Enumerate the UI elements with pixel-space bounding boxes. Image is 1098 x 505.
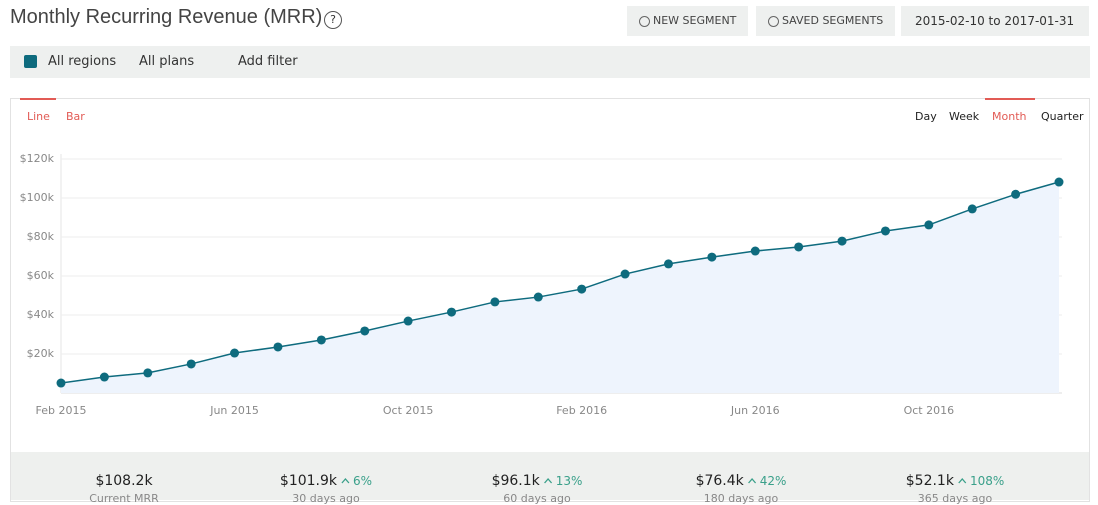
- region-swatch: [24, 55, 37, 68]
- stat-change: 13%: [544, 474, 583, 488]
- stat-value: $96.1k 13%: [492, 473, 583, 489]
- stat-change: 108%: [958, 474, 1004, 488]
- point: [794, 242, 804, 252]
- point: [403, 316, 413, 326]
- stat-label: 60 days ago: [503, 492, 571, 505]
- stat-value: $108.2k: [95, 473, 152, 489]
- point: [273, 342, 283, 352]
- week-tab[interactable]: Week: [949, 110, 980, 123]
- stat-amount: $108.2k: [95, 473, 153, 489]
- date-range[interactable]: 2015-02-10 to 2017-01-31: [901, 6, 1089, 36]
- stat-change: 6%: [341, 474, 372, 488]
- point: [967, 204, 977, 214]
- point: [1011, 189, 1021, 199]
- point: [186, 359, 196, 369]
- y-tick-label: $100k: [20, 191, 55, 204]
- point: [230, 348, 240, 358]
- quarter-tab[interactable]: Quarter: [1041, 110, 1084, 123]
- point: [663, 259, 673, 269]
- y-tick-label: $120k: [20, 152, 55, 165]
- chart: $20k $40k $60k $80k $100k $120k Feb 2015 Jun 20…: [20, 152, 1064, 417]
- stat-change-text: 13%: [555, 474, 583, 488]
- point: [707, 252, 717, 262]
- point: [750, 246, 760, 256]
- stats-bar: [11, 452, 1089, 500]
- point: [316, 335, 326, 345]
- point: [1054, 177, 1064, 187]
- up-caret: [958, 478, 967, 484]
- stat-label: 30 days ago: [292, 492, 360, 505]
- region-filter[interactable]: All regions: [48, 54, 117, 69]
- x-tick-label: Jun 2016: [730, 404, 780, 417]
- point: [99, 372, 109, 382]
- point: [620, 269, 630, 279]
- x-tick-label: Jun 2015: [209, 404, 259, 417]
- up-caret: [544, 478, 553, 484]
- y-tick-label: $80k: [27, 230, 55, 243]
- point: [837, 236, 847, 246]
- filter-bar: All regions All plans Add filter: [10, 46, 1090, 78]
- area: [61, 182, 1059, 393]
- bar-tab[interactable]: Bar: [66, 110, 85, 123]
- x-tick-label: Oct 2016: [904, 404, 955, 417]
- stat-amount: $101.9k: [279, 473, 338, 489]
- stat-change: 42%: [748, 474, 787, 488]
- stat-amount: $96.1k: [491, 473, 540, 489]
- stat-label: Current MRR: [89, 492, 159, 505]
- x-tick-label: Oct 2015: [383, 404, 434, 417]
- stat-value: $52.1k 108%: [906, 473, 1005, 489]
- stat-label: 365 days ago: [917, 492, 993, 505]
- active-tab-indicator: [985, 98, 1035, 100]
- y-tick-label: $20k: [27, 347, 55, 360]
- point: [447, 307, 457, 317]
- stat-label: 180 days ago: [703, 492, 779, 505]
- day-tab[interactable]: Day: [915, 110, 937, 123]
- point: [924, 220, 934, 230]
- x-tick-label: Feb 2016: [556, 404, 607, 417]
- month-tab[interactable]: Month: [992, 110, 1027, 123]
- page-title: Monthly Recurring Revenue (MRR): [10, 6, 323, 28]
- stat-value: $76.4k 42%: [696, 473, 787, 489]
- x-tick-label: Feb 2015: [36, 404, 87, 417]
- point: [533, 292, 543, 302]
- y-tick-label: $60k: [27, 269, 55, 282]
- point: [880, 226, 890, 236]
- stat-change-text: 42%: [759, 474, 787, 488]
- stat-change-text: 6%: [353, 474, 373, 488]
- point: [577, 284, 587, 294]
- active-tab-indicator: [20, 98, 56, 100]
- point: [56, 378, 66, 388]
- line: [60, 181, 1060, 384]
- saved-segments-button[interactable]: SAVED SEGMENTS: [756, 6, 896, 36]
- up-caret: [341, 478, 350, 484]
- point: [360, 326, 370, 336]
- plan-filter[interactable]: All plans: [139, 54, 195, 69]
- y-tick-label: $40k: [27, 308, 55, 321]
- point: [143, 368, 153, 378]
- new-segment-button[interactable]: NEW SEGMENT: [627, 6, 749, 36]
- help-icon[interactable]: ?: [324, 11, 342, 29]
- point: [490, 297, 500, 307]
- stat-value: $101.9k 6%: [280, 473, 372, 489]
- line-tab[interactable]: Line: [27, 110, 50, 123]
- stat-amount: $76.4k: [695, 473, 744, 489]
- add-filter[interactable]: Add filter: [238, 54, 298, 69]
- stat-amount: $52.1k: [905, 473, 954, 489]
- stat-change-text: 108%: [969, 474, 1005, 488]
- up-caret: [748, 478, 757, 484]
